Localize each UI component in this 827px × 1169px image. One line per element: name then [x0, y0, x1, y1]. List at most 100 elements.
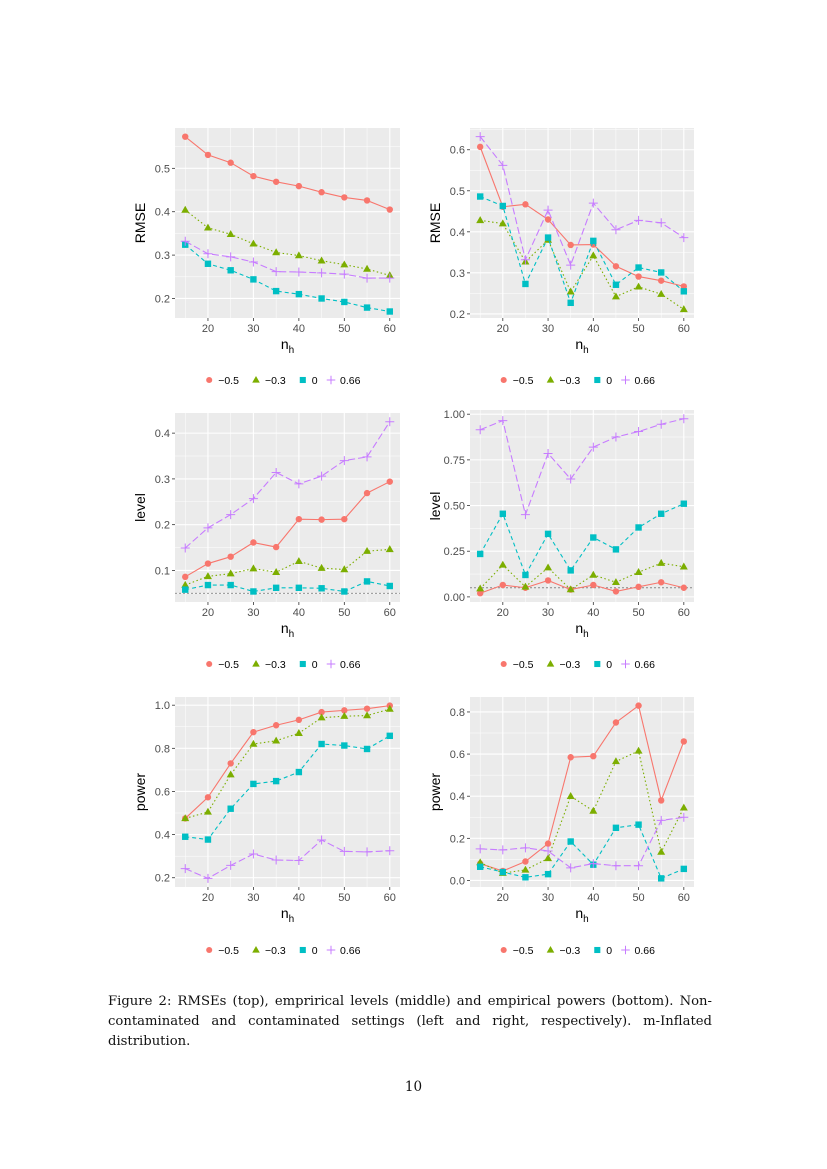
point-plus: [385, 846, 395, 856]
point-triangle: [476, 216, 485, 224]
chart-panel-6: 20 30 40 50 60 0.0 0.2 0.4 0.6 0.8 power nh −0.5 −0.3…: [427, 697, 694, 957]
legend-label: −0.5: [218, 375, 239, 387]
point-plus: [588, 442, 598, 452]
y-tick-label: 0.8: [450, 707, 465, 719]
x-tick-label: 20: [202, 892, 214, 904]
series-line: [479, 196, 685, 305]
x-axis-title-subscript: h: [289, 914, 295, 925]
point-triangle: [317, 256, 326, 264]
point-plus: [679, 812, 689, 822]
series-line: [479, 750, 685, 874]
x-tick-label: 50: [632, 323, 644, 335]
x-axis-title-subscript: h: [289, 345, 295, 356]
point-circle: [522, 201, 529, 208]
point-triangle: [657, 847, 666, 855]
point-plus: [543, 846, 553, 856]
point-square: [363, 745, 371, 753]
point-triangle: [272, 736, 281, 744]
point-triangle: [657, 558, 666, 566]
point-circle: [182, 133, 189, 140]
point-square: [386, 732, 393, 740]
point-square: [657, 269, 665, 276]
point-circle: [363, 197, 371, 204]
x-tick-label: 20: [202, 323, 214, 335]
point-square: [272, 777, 280, 785]
point-triangle: [363, 711, 372, 719]
point-plus: [180, 864, 190, 874]
point-circle: [590, 752, 597, 760]
x-axis-title-subscript: h: [583, 345, 589, 356]
series-4: [475, 414, 689, 520]
point-circle: [341, 194, 348, 201]
point-square: [612, 546, 620, 553]
point-plus: [203, 873, 213, 883]
point-circle: [227, 553, 234, 560]
point-triangle: [566, 287, 575, 295]
figure-caption: Figure 2: RMSEs (top), emprirical levels…: [108, 994, 712, 1049]
point-plus: [611, 225, 621, 235]
point-circle: [295, 182, 303, 190]
legend-label: −0.3: [265, 659, 286, 671]
x-tick-label: 40: [587, 607, 599, 619]
point-circle: [318, 516, 325, 523]
point-circle: [657, 277, 665, 284]
point-square: [299, 376, 306, 384]
y-tick-label: 0.2: [155, 520, 170, 532]
series-3: [182, 578, 393, 595]
legend-item: 0: [594, 659, 612, 671]
point-plus: [180, 543, 190, 553]
legend-item: 0: [299, 945, 318, 957]
series-3: [182, 241, 393, 315]
y-tick-label: 0.8: [155, 743, 170, 755]
point-square: [204, 260, 212, 267]
point-triangle: [252, 660, 260, 667]
series-2: [476, 558, 688, 593]
series-line: [185, 839, 390, 879]
series-2: [476, 216, 688, 313]
point-circle: [295, 716, 303, 724]
point-square: [635, 821, 642, 828]
point-square: [499, 868, 507, 876]
legend-item: 0: [299, 375, 318, 387]
series-line: [479, 579, 684, 594]
legend-label: −0.3: [560, 375, 581, 387]
x-tick-label: 50: [338, 607, 350, 619]
point-square: [295, 768, 303, 776]
series-3: [476, 500, 688, 579]
point-triangle: [181, 814, 190, 822]
point-circle: [635, 583, 642, 591]
point-circle: [500, 946, 507, 954]
series-line: [479, 136, 685, 267]
point-square: [250, 780, 257, 788]
legend-label: 0.66: [340, 375, 361, 387]
x-tick-label: 30: [542, 323, 554, 335]
series-line: [479, 503, 685, 577]
point-triangle: [476, 858, 485, 866]
point-square: [567, 838, 574, 845]
legend-item: −0.5: [206, 375, 239, 387]
legend-item: 0.66: [621, 375, 655, 387]
legend-label: 0: [606, 659, 612, 671]
legend-item: 0.66: [326, 375, 361, 387]
point-plus: [226, 252, 236, 262]
legend-label: −0.5: [513, 659, 534, 671]
point-plus: [656, 815, 666, 825]
point-plus: [294, 479, 304, 489]
x-tick-label: 50: [632, 892, 644, 904]
point-circle: [612, 263, 620, 270]
point-circle: [204, 794, 212, 801]
point-circle: [341, 515, 348, 523]
point-square: [272, 584, 280, 592]
x-tick-label: 20: [497, 323, 509, 335]
point-plus: [271, 855, 281, 865]
point-triangle: [679, 562, 688, 570]
point-square: [567, 299, 574, 307]
legend-label: 0.66: [340, 945, 361, 957]
point-plus: [248, 257, 258, 267]
point-square: [227, 805, 234, 812]
legend: −0.5 −0.3 0 0.66: [206, 659, 361, 671]
point-triangle: [203, 572, 212, 580]
point-triangle: [546, 376, 555, 383]
point-plus: [543, 205, 553, 215]
point-triangle: [634, 746, 643, 754]
